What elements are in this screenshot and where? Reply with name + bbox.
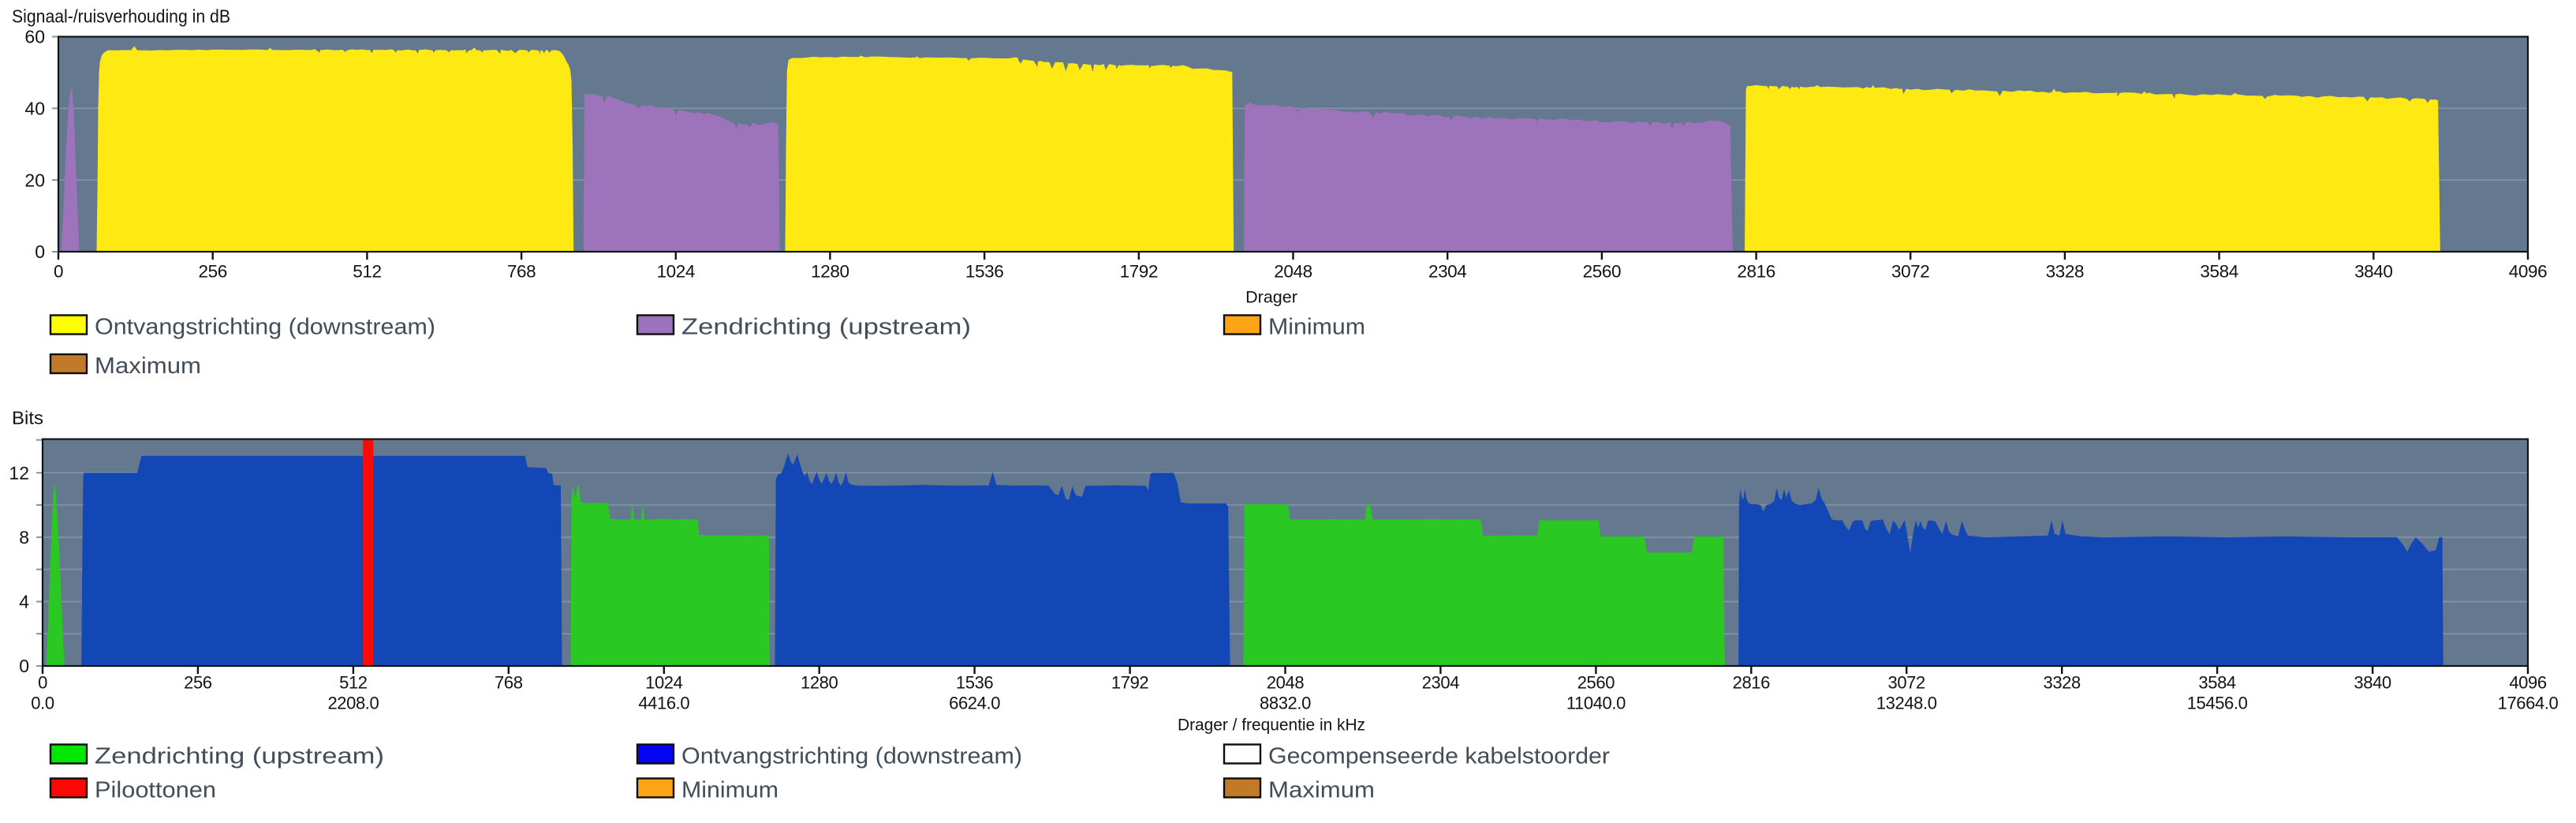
svg-text:Maximum: Maximum [1268, 777, 1375, 802]
svg-text:0: 0 [19, 656, 29, 676]
svg-text:1536: 1536 [956, 673, 994, 693]
svg-text:6624.0: 6624.0 [949, 694, 1000, 713]
svg-text:3072: 3072 [1891, 262, 1929, 282]
svg-text:4096: 4096 [2509, 262, 2547, 282]
svg-text:1792: 1792 [1120, 262, 1158, 282]
svg-text:12: 12 [9, 462, 29, 483]
svg-text:Signaal-/ruisverhouding in dB: Signaal-/ruisverhouding in dB [12, 6, 230, 27]
svg-text:Minimum: Minimum [1268, 314, 1365, 339]
svg-text:3072: 3072 [1888, 673, 1926, 693]
svg-text:2304: 2304 [1428, 262, 1466, 282]
svg-text:2560: 2560 [1577, 673, 1615, 693]
svg-text:60: 60 [24, 27, 45, 47]
svg-text:3584: 3584 [2200, 262, 2238, 282]
svg-text:2816: 2816 [1737, 262, 1775, 282]
svg-text:2816: 2816 [1733, 673, 1771, 693]
svg-text:20: 20 [24, 170, 45, 190]
svg-text:8832.0: 8832.0 [1260, 694, 1311, 713]
svg-text:4096: 4096 [2509, 673, 2547, 693]
svg-text:Minimum: Minimum [681, 777, 778, 802]
svg-text:40: 40 [24, 99, 45, 119]
svg-text:8: 8 [19, 527, 29, 548]
svg-text:1792: 1792 [1111, 673, 1149, 693]
svg-text:2208.0: 2208.0 [327, 694, 379, 713]
svg-text:Drager / frequentie in kHz: Drager / frequentie in kHz [1178, 716, 1365, 735]
svg-text:1536: 1536 [965, 262, 1003, 282]
svg-text:3840: 3840 [2354, 262, 2392, 282]
svg-text:256: 256 [184, 673, 212, 693]
svg-text:768: 768 [507, 262, 536, 282]
svg-text:0.0: 0.0 [31, 694, 54, 713]
svg-text:Zendrichting (upstream): Zendrichting (upstream) [681, 314, 971, 339]
svg-text:1024: 1024 [657, 262, 695, 282]
svg-text:Gecompenseerde kabelstoorder: Gecompenseerde kabelstoorder [1268, 743, 1611, 769]
svg-text:Bits: Bits [12, 408, 43, 428]
svg-text:0: 0 [35, 241, 45, 262]
svg-text:Piloottonen: Piloottonen [95, 777, 216, 802]
svg-text:Ontvangstrichting (downstream): Ontvangstrichting (downstream) [95, 314, 435, 339]
svg-text:17664.0: 17664.0 [2498, 694, 2559, 713]
svg-text:Maximum: Maximum [95, 354, 201, 379]
svg-text:1280: 1280 [811, 262, 849, 282]
svg-text:1024: 1024 [645, 673, 683, 693]
svg-text:2048: 2048 [1274, 262, 1312, 282]
svg-text:0: 0 [38, 673, 47, 693]
svg-text:2304: 2304 [1422, 673, 1460, 693]
svg-text:2048: 2048 [1267, 673, 1305, 693]
svg-text:3328: 3328 [2044, 673, 2081, 693]
svg-text:768: 768 [495, 673, 523, 693]
svg-text:512: 512 [339, 673, 368, 693]
svg-text:1280: 1280 [801, 673, 838, 693]
svg-text:4: 4 [19, 592, 29, 612]
svg-text:Drager: Drager [1245, 288, 1297, 307]
svg-text:512: 512 [353, 262, 381, 282]
svg-text:256: 256 [199, 262, 227, 282]
svg-text:0: 0 [54, 262, 63, 282]
svg-text:3840: 3840 [2354, 673, 2391, 693]
svg-text:4416.0: 4416.0 [638, 694, 689, 713]
svg-text:3328: 3328 [2046, 262, 2084, 282]
svg-text:15456.0: 15456.0 [2187, 694, 2248, 713]
svg-text:13248.0: 13248.0 [1876, 694, 1937, 713]
svg-text:Zendrichting (upstream): Zendrichting (upstream) [95, 743, 384, 769]
svg-text:11040.0: 11040.0 [1566, 694, 1626, 713]
svg-text:3584: 3584 [2198, 673, 2236, 693]
svg-text:2560: 2560 [1583, 262, 1621, 282]
svg-text:Ontvangstrichting (downstream): Ontvangstrichting (downstream) [681, 743, 1022, 769]
